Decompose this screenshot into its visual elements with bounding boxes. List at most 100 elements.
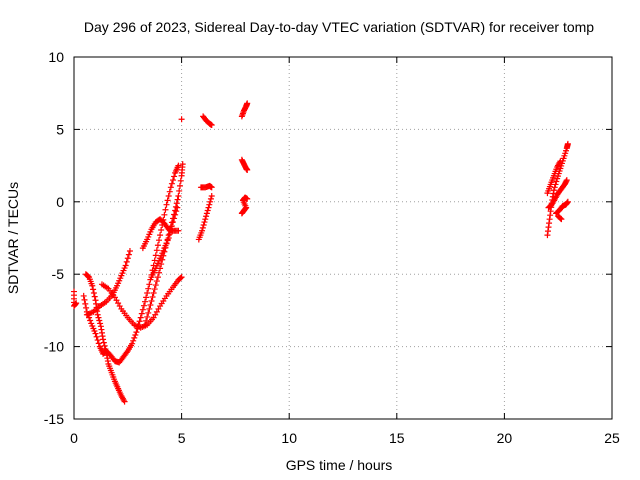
data-point bbox=[146, 281, 153, 288]
series-arc10 bbox=[200, 113, 215, 129]
data-point bbox=[244, 166, 251, 173]
data-point bbox=[149, 294, 156, 301]
data-point bbox=[168, 180, 175, 187]
data-point bbox=[154, 274, 161, 281]
series-arc19 bbox=[553, 198, 571, 217]
data-point bbox=[179, 161, 186, 168]
y-tick-label: 10 bbox=[48, 49, 64, 65]
series-arc9 bbox=[178, 116, 185, 123]
data-point bbox=[73, 300, 80, 307]
data-point bbox=[167, 184, 174, 191]
series-arc11 bbox=[197, 182, 215, 191]
data-point bbox=[97, 320, 104, 327]
data-point bbox=[144, 290, 151, 297]
series-arc1 bbox=[71, 288, 80, 310]
data-point bbox=[153, 247, 160, 254]
y-tick-label: 5 bbox=[56, 121, 64, 137]
series-arc13 bbox=[238, 100, 251, 120]
series-arc12 bbox=[195, 193, 215, 243]
data-point bbox=[148, 297, 155, 304]
data-point bbox=[564, 198, 571, 205]
data-point bbox=[203, 213, 210, 220]
data-point bbox=[550, 187, 557, 194]
data-point bbox=[152, 282, 159, 289]
y-axis-ticks: -15 -10 -5 0 5 10 bbox=[44, 49, 612, 427]
y-axis-label: SDTVAR / TECUs bbox=[5, 182, 21, 294]
data-point bbox=[87, 317, 94, 324]
data-point bbox=[163, 201, 170, 208]
data-point bbox=[156, 269, 163, 276]
y-tick-label: -5 bbox=[52, 266, 65, 282]
data-point bbox=[156, 237, 163, 244]
data-point bbox=[199, 224, 206, 231]
data-point bbox=[136, 318, 143, 325]
data-point bbox=[175, 162, 182, 169]
data-point bbox=[166, 231, 173, 238]
data-point bbox=[93, 333, 100, 340]
data-point bbox=[157, 232, 164, 239]
data-point bbox=[161, 211, 168, 218]
data-point bbox=[122, 262, 129, 269]
y-tick-label: 0 bbox=[56, 194, 64, 210]
data-point bbox=[162, 206, 169, 213]
data-point bbox=[177, 274, 184, 281]
data-point bbox=[83, 304, 90, 311]
data-point bbox=[147, 301, 154, 308]
data-point bbox=[557, 215, 564, 222]
x-axis-ticks: 0 5 10 15 20 25 bbox=[70, 57, 620, 446]
data-point bbox=[143, 317, 150, 324]
data-point bbox=[553, 178, 560, 185]
data-point bbox=[95, 314, 102, 321]
x-axis-label: GPS time / hours bbox=[286, 457, 393, 473]
data-point bbox=[200, 221, 207, 228]
series-arc18 bbox=[545, 177, 570, 211]
data-point bbox=[564, 140, 571, 147]
data-point bbox=[551, 184, 558, 191]
chart-title: Day 296 of 2023, Sidereal Day-to-day VTE… bbox=[84, 19, 594, 35]
data-point bbox=[167, 227, 174, 234]
data-point bbox=[143, 294, 150, 301]
data-point bbox=[81, 296, 88, 303]
data-point bbox=[558, 216, 565, 223]
data-point bbox=[208, 193, 215, 200]
data-point bbox=[178, 274, 185, 281]
data-point bbox=[165, 235, 172, 241]
data-point bbox=[132, 332, 139, 339]
data-point bbox=[173, 208, 180, 215]
data-point bbox=[80, 292, 87, 299]
data-point bbox=[95, 340, 102, 347]
data-point bbox=[123, 258, 130, 265]
data-point bbox=[94, 337, 101, 344]
grid-lines bbox=[74, 57, 612, 419]
data-point bbox=[175, 193, 182, 200]
data-point bbox=[139, 306, 146, 313]
data-point bbox=[146, 305, 153, 312]
x-tick-label: 15 bbox=[389, 430, 405, 446]
series-arc14 bbox=[238, 156, 251, 173]
data-point bbox=[563, 177, 570, 184]
data-point bbox=[101, 342, 108, 349]
data-point bbox=[158, 261, 165, 268]
data-point bbox=[129, 340, 136, 347]
data-point bbox=[176, 182, 183, 189]
data-point bbox=[94, 311, 101, 318]
series-arc2 bbox=[80, 162, 182, 366]
data-point bbox=[244, 195, 251, 202]
x-tick-label: 5 bbox=[178, 430, 186, 446]
data-point bbox=[142, 298, 149, 305]
data-point bbox=[169, 177, 176, 184]
data-point bbox=[91, 293, 98, 300]
data-point bbox=[199, 227, 206, 234]
data-point bbox=[121, 398, 128, 405]
data-point bbox=[102, 346, 109, 353]
data-point bbox=[82, 300, 89, 307]
data-point bbox=[89, 282, 96, 289]
data-point bbox=[206, 201, 213, 208]
data-point bbox=[207, 198, 214, 205]
data-point bbox=[144, 313, 151, 320]
data-point bbox=[137, 314, 144, 321]
series-arc4 bbox=[83, 248, 133, 318]
data-point bbox=[164, 197, 171, 204]
data-point bbox=[92, 330, 99, 337]
